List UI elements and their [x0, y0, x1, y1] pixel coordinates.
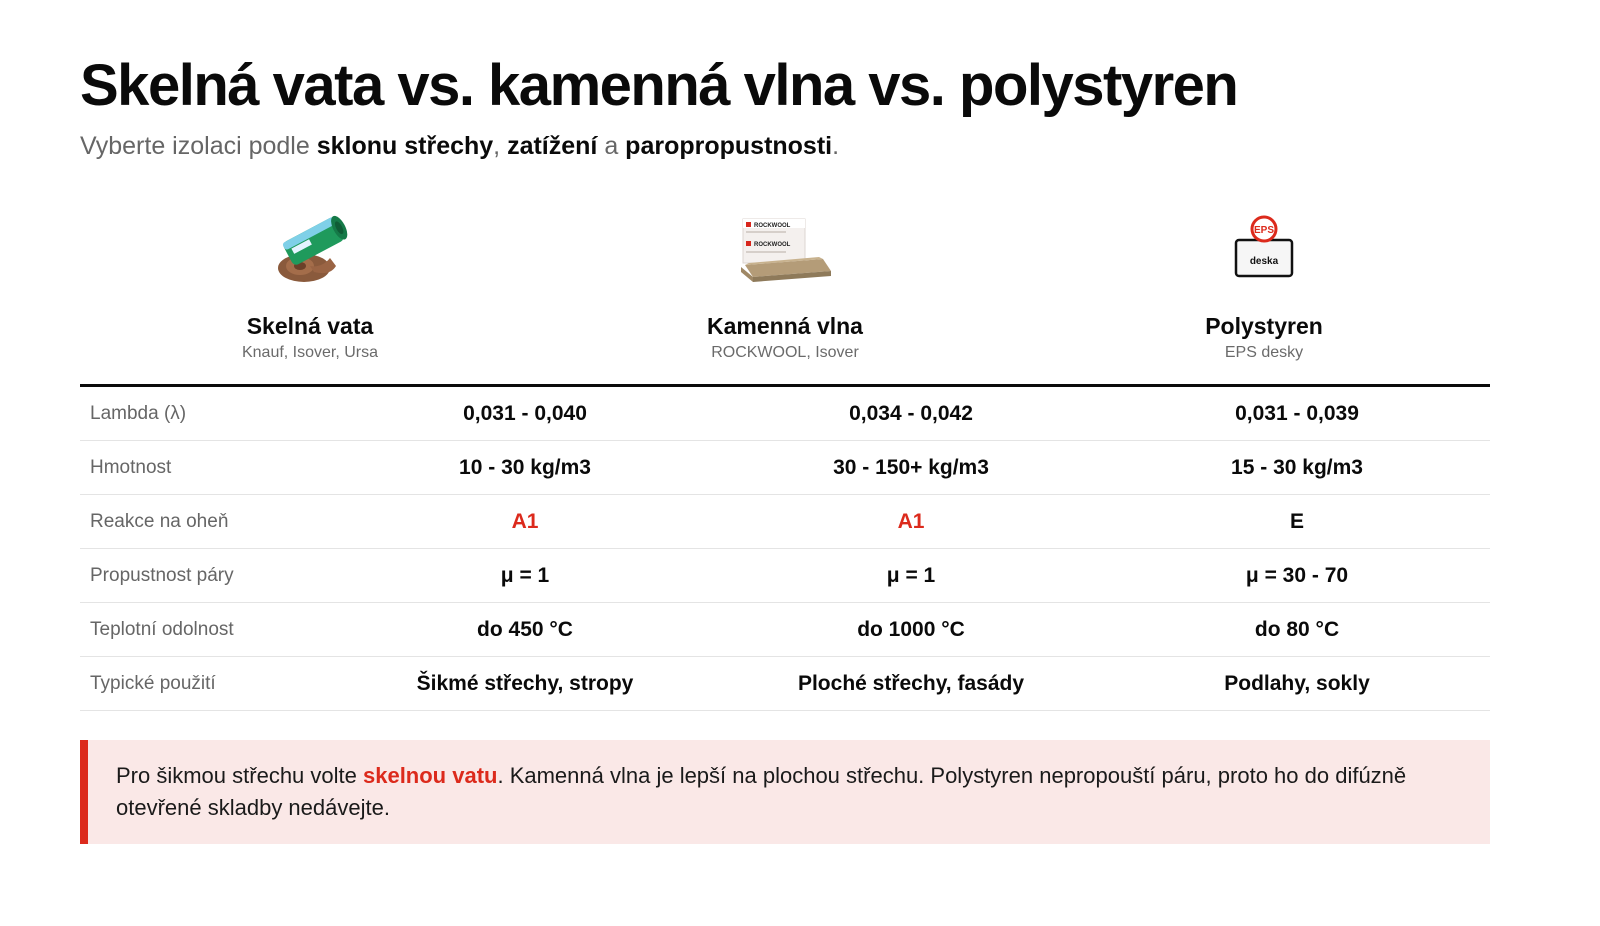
- product-polystyrene: deska EPS Polystyren EPS desky: [1034, 205, 1494, 362]
- product-header: Skelná vata Knauf, Isover, Ursa ROCKWOOL…: [80, 205, 1490, 365]
- table-cell: μ = 1: [500, 563, 550, 587]
- table-cell-fire-class: A1: [897, 509, 925, 533]
- table-cell: Šikmé střechy, stropy: [416, 671, 634, 695]
- recommendation-note: Pro šikmou střechu volte skelnou vatu. K…: [80, 740, 1490, 844]
- page-title: Skelná vata vs. kamenná vlna vs. polysty…: [80, 53, 1239, 118]
- stone-wool-slabs-icon: ROCKWOOL ROCKWOOL: [555, 205, 1015, 295]
- table-cell: Podlahy, sokly: [1224, 671, 1370, 695]
- row-label: Teplotní odolnost: [90, 618, 234, 640]
- table-cell: do 1000 °C: [857, 617, 965, 641]
- note-text: Pro šikmou střechu volte: [116, 763, 363, 788]
- table-cell-fire-class: E: [1289, 509, 1304, 533]
- row-label: Propustnost páry: [90, 564, 234, 586]
- row-label: Reakce na oheň: [90, 510, 229, 532]
- product-glass-wool: Skelná vata Knauf, Isover, Ursa: [80, 205, 540, 362]
- table-cell: 10 - 30 kg/m3: [459, 455, 591, 479]
- eps-board-icon: deska EPS: [1034, 205, 1494, 295]
- product-name: Skelná vata: [246, 313, 374, 339]
- table-cell: 0,031 - 0,040: [463, 401, 587, 425]
- page-subtitle: Vyberte izolaci podle sklonu střechy, za…: [80, 132, 839, 161]
- table-cell: Ploché střechy, fasády: [797, 671, 1025, 695]
- pack-label: ROCKWOOL: [754, 242, 791, 248]
- product-name: Kamenná vlna: [707, 313, 863, 339]
- table-row: Lambda (λ) 0,031 - 0,040 0,034 - 0,042 0…: [80, 387, 1490, 441]
- table-cell: μ = 1: [886, 563, 936, 587]
- subtitle-text: .: [832, 132, 840, 160]
- table-cell: 0,031 - 0,039: [1235, 401, 1359, 425]
- subtitle-text: Vyberte izolaci podle: [80, 132, 317, 160]
- row-label: Hmotnost: [90, 456, 172, 478]
- product-stone-wool: ROCKWOOL ROCKWOOL Kamenná vlna ROCKWOOL,…: [555, 205, 1015, 362]
- board-label: deska: [1250, 256, 1279, 267]
- table-cell: do 80 °C: [1254, 617, 1340, 641]
- product-name: Polystyren: [1205, 313, 1323, 339]
- table-cell: 30 - 150+ kg/m3: [833, 455, 989, 479]
- note-highlight: skelnou vatu: [362, 763, 498, 788]
- table-row: Typické použití Šikmé střechy, stropy Pl…: [80, 657, 1490, 711]
- product-brands: Knauf, Isover, Ursa: [241, 344, 379, 361]
- table-row: Propustnost páry μ = 1 μ = 1 μ = 30 - 70: [80, 549, 1490, 603]
- table-cell-fire-class: A1: [511, 509, 539, 533]
- table-row: Hmotnost 10 - 30 kg/m3 30 - 150+ kg/m3 1…: [80, 441, 1490, 495]
- subtitle-emphasis-permeability: paropropustnosti: [625, 132, 833, 160]
- subtitle-text: ,: [493, 132, 508, 160]
- pack-label: ROCKWOOL: [754, 223, 791, 229]
- row-label: Lambda (λ): [90, 402, 187, 424]
- table-row: Reakce na oheň A1 A1 E: [80, 495, 1490, 549]
- subtitle-emphasis-slope: sklonu střechy: [316, 132, 494, 160]
- product-brands: EPS desky: [1224, 344, 1304, 361]
- table-row: Teplotní odolnost do 450 °C do 1000 °C d…: [80, 603, 1490, 657]
- table-cell: 0,034 - 0,042: [849, 401, 973, 425]
- glass-wool-roll-icon: [80, 205, 540, 295]
- table-cell: do 450 °C: [477, 617, 573, 641]
- row-label: Typické použití: [90, 672, 216, 694]
- note-text: . Kamenná vlna je lepší na plochou střec…: [116, 763, 1407, 820]
- table-cell: 15 - 30 kg/m3: [1231, 455, 1363, 479]
- product-brands: ROCKWOOL, Isover: [711, 344, 859, 361]
- eps-badge-label: EPS: [1254, 225, 1274, 236]
- subtitle-text: a: [597, 132, 626, 160]
- subtitle-emphasis-load: zatížení: [507, 132, 598, 160]
- comparison-table: Lambda (λ) 0,031 - 0,040 0,034 - 0,042 0…: [80, 384, 1490, 711]
- table-cell: μ = 30 - 70: [1245, 563, 1349, 587]
